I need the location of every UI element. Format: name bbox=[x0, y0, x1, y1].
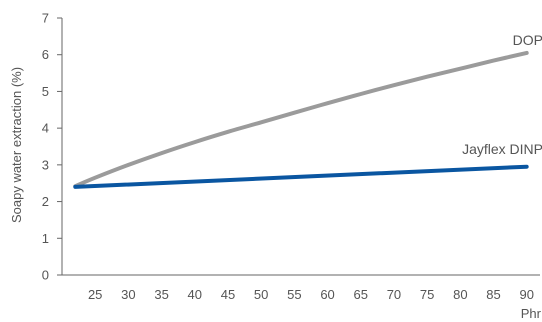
series-line-jayflex-dinp bbox=[73, 164, 529, 189]
y-tick-label: 7 bbox=[42, 11, 49, 26]
y-tick-label: 6 bbox=[42, 47, 49, 62]
x-tick-label: 30 bbox=[121, 287, 135, 302]
series-group bbox=[73, 50, 529, 189]
y-tick-label: 0 bbox=[42, 268, 49, 283]
y-axis-title: Soapy water extraction (%) bbox=[9, 67, 24, 223]
x-tick-label: 50 bbox=[254, 287, 268, 302]
y-tick-label: 4 bbox=[42, 121, 49, 136]
x-tick-label: 75 bbox=[420, 287, 434, 302]
y-tick-label: 2 bbox=[42, 194, 49, 209]
x-tick-label: 35 bbox=[154, 287, 168, 302]
series-label-dop: DOP bbox=[513, 32, 542, 48]
x-tick-label: 60 bbox=[320, 287, 334, 302]
y-axis: 0 1 2 3 4 5 6 7 bbox=[42, 11, 63, 283]
x-tick-group: 25 30 35 40 45 50 55 60 65 70 75 80 85 90 bbox=[88, 287, 534, 302]
x-tick-label: 70 bbox=[387, 287, 401, 302]
x-tick-label: 55 bbox=[287, 287, 301, 302]
series-label-jayflex-dinp: Jayflex DINP bbox=[462, 141, 542, 157]
x-tick-label: 80 bbox=[453, 287, 467, 302]
x-tick-label: 65 bbox=[354, 287, 368, 302]
series-line-dop bbox=[73, 50, 529, 189]
y-tick-label: 5 bbox=[42, 84, 49, 99]
x-tick-label: 25 bbox=[88, 287, 102, 302]
x-axis: 25 30 35 40 45 50 55 60 65 70 75 80 85 90 bbox=[62, 274, 540, 302]
x-tick-label: 40 bbox=[188, 287, 202, 302]
series-label-group: DOP Jayflex DINP bbox=[462, 32, 542, 157]
x-tick-label: 45 bbox=[221, 287, 235, 302]
x-axis-title: Phr bbox=[521, 306, 542, 321]
y-tick-label: 1 bbox=[42, 231, 49, 246]
y-tick-group: 0 1 2 3 4 5 6 7 bbox=[42, 11, 62, 283]
x-tick-label: 85 bbox=[486, 287, 500, 302]
x-tick-label: 90 bbox=[519, 287, 533, 302]
y-tick-label: 3 bbox=[42, 157, 49, 172]
